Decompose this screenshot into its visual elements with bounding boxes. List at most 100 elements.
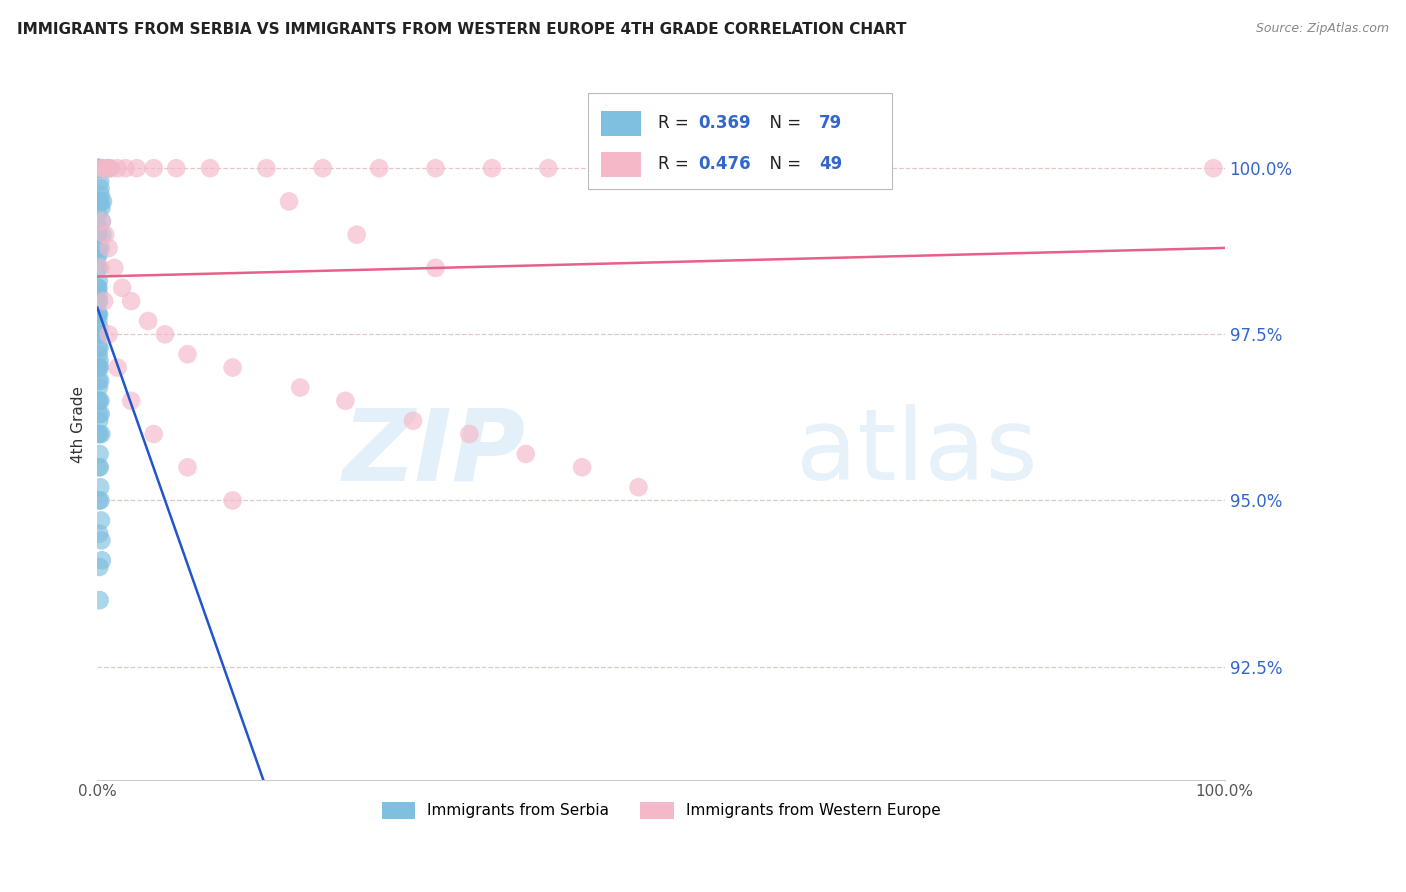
Point — [87, 221, 110, 235]
Point — [89, 393, 111, 408]
Point — [107, 360, 129, 375]
Point — [87, 281, 110, 295]
Point — [90, 201, 112, 215]
Point — [87, 227, 110, 242]
Point — [537, 161, 560, 176]
Point — [89, 327, 111, 342]
Point — [89, 414, 111, 428]
Point — [165, 161, 187, 176]
Point — [97, 327, 120, 342]
Text: 79: 79 — [818, 114, 842, 132]
Point — [89, 480, 111, 494]
Point — [425, 260, 447, 275]
Point — [91, 194, 114, 209]
Point — [87, 307, 110, 321]
Point — [87, 161, 110, 176]
Text: 49: 49 — [818, 155, 842, 173]
Point — [593, 161, 616, 176]
Point — [103, 260, 125, 275]
Point — [176, 347, 198, 361]
Point — [89, 374, 111, 388]
Point — [90, 161, 112, 176]
Point — [346, 227, 368, 242]
Point — [107, 161, 129, 176]
Point — [89, 526, 111, 541]
Point — [89, 593, 111, 607]
Point — [87, 427, 110, 442]
Point — [278, 194, 301, 209]
FancyBboxPatch shape — [602, 152, 641, 177]
Point — [221, 493, 243, 508]
Point — [89, 161, 111, 176]
Point — [89, 493, 111, 508]
Text: IMMIGRANTS FROM SERBIA VS IMMIGRANTS FROM WESTERN EUROPE 4TH GRADE CORRELATION C: IMMIGRANTS FROM SERBIA VS IMMIGRANTS FRO… — [17, 22, 907, 37]
Text: N =: N = — [759, 114, 807, 132]
Text: 0.476: 0.476 — [699, 155, 751, 173]
Point — [176, 460, 198, 475]
Point — [89, 427, 111, 442]
FancyBboxPatch shape — [588, 94, 893, 189]
Point — [114, 161, 136, 176]
Point — [87, 161, 110, 176]
Point — [87, 247, 110, 261]
Point — [94, 227, 117, 242]
Point — [87, 194, 110, 209]
Point — [87, 241, 110, 255]
Point — [87, 347, 110, 361]
Point — [87, 374, 110, 388]
Point — [87, 161, 110, 176]
Point — [89, 460, 111, 475]
Point — [87, 281, 110, 295]
Point — [198, 161, 221, 176]
Point — [87, 161, 110, 176]
Text: atlas: atlas — [796, 404, 1038, 501]
Text: N =: N = — [759, 155, 807, 173]
Point — [87, 341, 110, 355]
Point — [89, 360, 111, 375]
Point — [89, 161, 111, 176]
Point — [89, 447, 111, 461]
Point — [402, 414, 425, 428]
Point — [87, 307, 110, 321]
Point — [90, 533, 112, 548]
Point — [335, 393, 357, 408]
Point — [87, 380, 110, 394]
Point — [90, 187, 112, 202]
Point — [90, 260, 112, 275]
Point — [87, 327, 110, 342]
Point — [96, 161, 118, 176]
Point — [142, 427, 165, 442]
Point — [111, 281, 134, 295]
Point — [256, 161, 278, 176]
Point — [312, 161, 335, 176]
Point — [762, 161, 785, 176]
Point — [90, 241, 112, 255]
Point — [425, 161, 447, 176]
Point — [87, 274, 110, 288]
Point — [481, 161, 503, 176]
Point — [120, 294, 142, 309]
Point — [97, 241, 120, 255]
Point — [87, 161, 110, 176]
Point — [90, 513, 112, 527]
Point — [91, 227, 114, 242]
Point — [87, 260, 110, 275]
Point — [87, 327, 110, 342]
Point — [515, 447, 537, 461]
Point — [87, 208, 110, 222]
Point — [87, 260, 110, 275]
Text: Source: ZipAtlas.com: Source: ZipAtlas.com — [1256, 22, 1389, 36]
Point — [89, 320, 111, 334]
Point — [87, 360, 110, 375]
Point — [136, 314, 159, 328]
Point — [87, 360, 110, 375]
Point — [153, 327, 176, 342]
Point — [90, 407, 112, 421]
Point — [90, 553, 112, 567]
Point — [120, 393, 142, 408]
Point — [458, 427, 481, 442]
Point — [87, 161, 110, 176]
Text: R =: R = — [658, 114, 693, 132]
Point — [90, 427, 112, 442]
Point — [87, 287, 110, 301]
